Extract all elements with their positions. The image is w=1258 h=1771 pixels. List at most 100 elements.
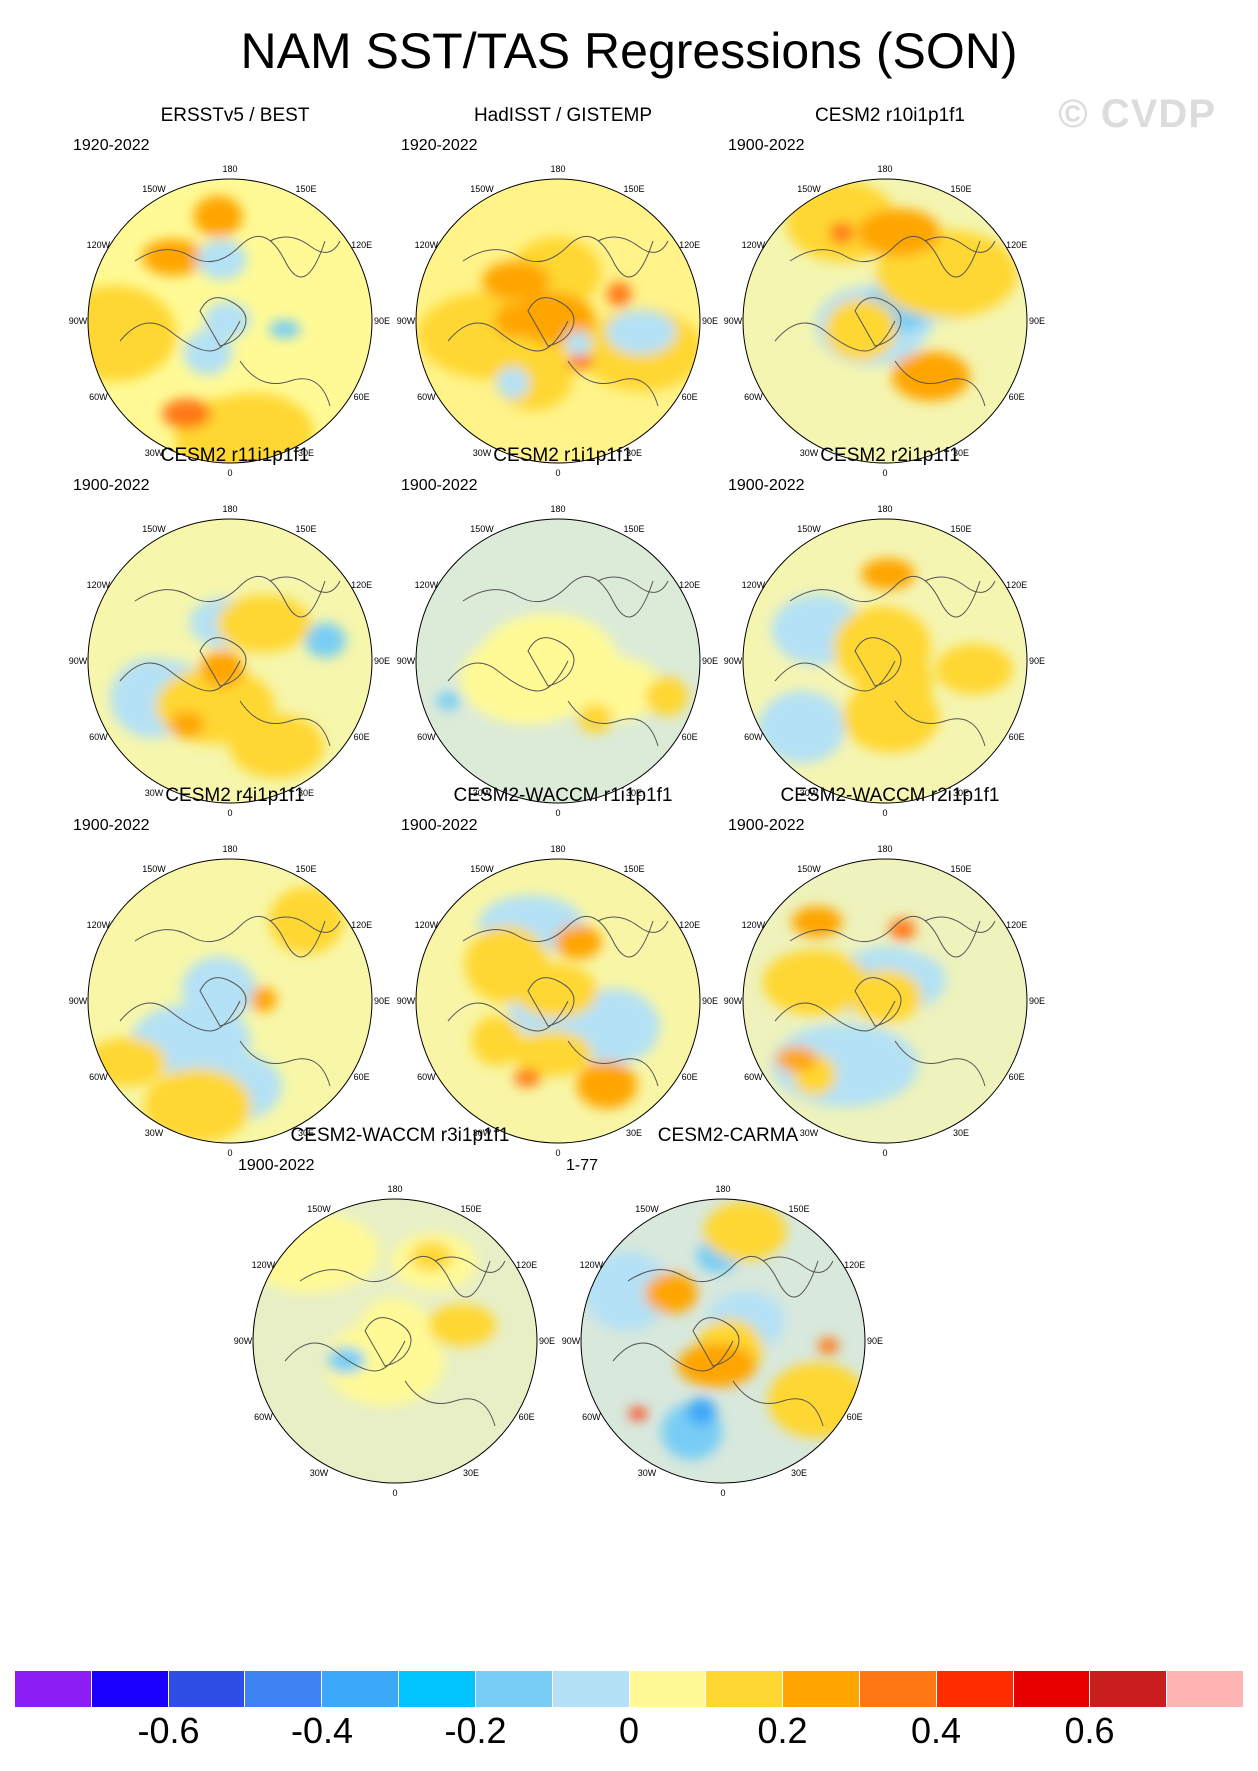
longitude-label: 30E (952, 1127, 970, 1138)
longitude-label: 120W (741, 240, 766, 250)
longitude-label: 120E (1006, 920, 1028, 930)
colorbar-cell (91, 1671, 169, 1707)
longitude-label: 180 (877, 504, 893, 514)
longitude-label: 60E (846, 1412, 863, 1422)
longitude-label: 60W (89, 1072, 108, 1082)
longitude-label: 0 (392, 1488, 398, 1498)
colorbar-cell (1013, 1671, 1091, 1707)
longitude-label: 30W (637, 1467, 657, 1478)
longitude-label: 30E (297, 1127, 315, 1138)
coastlines (447, 236, 669, 407)
longitude-label: 90E (373, 316, 391, 326)
coastlines (119, 916, 341, 1087)
map-field-anomalies (88, 886, 345, 1143)
figure-title: NAM SST/TAS Regressions (SON) (240, 23, 1018, 79)
longitude-label: 90W (561, 1336, 581, 1346)
coastlines (119, 236, 341, 407)
longitude-label: 60E (518, 1412, 535, 1422)
longitude-label: 120E (1006, 580, 1028, 590)
longitude-label: 150W (797, 184, 821, 195)
longitude-label: 0 (555, 808, 561, 818)
map-field-anomalies (786, 180, 1018, 402)
coastlines (774, 916, 996, 1087)
map-panel: CESM2 r11i1p1f1 1900-2022 180 150E 120E 90E 60… (35, 445, 435, 825)
panel-title: ERSSTv5 / BEST (160, 105, 310, 126)
longitude-label: 90E (373, 996, 391, 1006)
colorbar-tick-label: 0.6 (1064, 1710, 1115, 1751)
longitude-label: 120W (741, 920, 766, 930)
longitude-label: 30E (625, 447, 643, 458)
longitude-label: 180 (222, 844, 238, 854)
longitude-label: 90W (68, 656, 88, 666)
panel-period: 1920-2022 (73, 137, 150, 154)
longitude-label: 30W (144, 1127, 164, 1138)
longitude-label: 150E (950, 864, 972, 875)
polar-map (252, 1198, 538, 1484)
longitude-label: 150E (295, 184, 317, 195)
map-field-anomalies (110, 594, 346, 779)
longitude-label: 60E (353, 392, 370, 402)
longitude-label: 30W (472, 1127, 492, 1138)
panel-title: CESM2-WACCM r1i1p1f1 (453, 785, 673, 806)
panel-period: 1900-2022 (728, 477, 805, 494)
longitude-label: 120W (414, 240, 439, 250)
longitude-label: 60E (681, 1072, 698, 1082)
longitude-label: 120W (86, 580, 111, 590)
panel-title: HadISST / GISTEMP (473, 105, 653, 126)
map-panel: CESM2 r1i1p1f1 1900-2022 180 150E 120E 90E 60E… (363, 445, 763, 825)
colorbar-cell (1090, 1671, 1168, 1707)
panel-period: 1900-2022 (401, 817, 478, 834)
map-border (742, 858, 1028, 1144)
map-field-anomalies (417, 237, 700, 411)
longitude-label: 30E (297, 447, 315, 458)
longitude-label: 30E (297, 787, 315, 798)
longitude-label: 90E (866, 1336, 884, 1346)
longitude-label: 180 (715, 1184, 731, 1194)
colorbar-tick-label: 0 (618, 1710, 640, 1751)
longitude-label: 90E (373, 656, 391, 666)
longitude-label: 120W (579, 1260, 604, 1270)
longitude-label: 60E (681, 732, 698, 742)
polar-map (87, 858, 373, 1144)
longitude-label: 60W (744, 732, 763, 742)
longitude-label: 30W (799, 1127, 819, 1138)
longitude-label: 0 (882, 1148, 888, 1158)
longitude-label: 90E (701, 996, 719, 1006)
longitude-label: 150E (623, 864, 645, 875)
longitude-label: 150W (142, 524, 166, 535)
longitude-label: 60W (89, 732, 108, 742)
longitude-label: 60W (417, 1072, 436, 1082)
colorbar-cell (399, 1671, 476, 1707)
longitude-label: 120E (844, 1260, 866, 1270)
colorbar-cell (859, 1671, 937, 1707)
map-border (87, 858, 373, 1144)
colorbar-cell (552, 1671, 630, 1707)
longitude-label: 120E (679, 240, 701, 250)
longitude-label: 150W (142, 184, 166, 195)
longitude-label: 120E (351, 920, 373, 930)
longitude-label: 120E (351, 580, 373, 590)
longitude-label: 120E (679, 580, 701, 590)
map-border (87, 178, 373, 464)
map-panel: CESM2-WACCM r3i1p1f1 1900-2022 180 150E 120E… (200, 1125, 600, 1505)
coastlines (612, 1256, 834, 1427)
polar-map (742, 518, 1028, 804)
longitude-label: 90E (1028, 656, 1046, 666)
longitude-label: 90W (68, 996, 88, 1006)
longitude-label: 120W (414, 580, 439, 590)
longitude-label: 0 (882, 468, 888, 478)
longitude-label: 90E (701, 656, 719, 666)
longitude-label: 150E (950, 524, 972, 535)
panel-period: 1900-2022 (728, 817, 805, 834)
longitude-label: 30W (799, 787, 819, 798)
longitude-label: 150E (623, 524, 645, 535)
polar-map (415, 178, 701, 464)
panel-title: CESM2-WACCM r3i1p1f1 (290, 1125, 510, 1146)
polar-map (580, 1198, 866, 1484)
longitude-label: 120W (86, 920, 111, 930)
map-border (742, 518, 1028, 804)
longitude-label: 0 (555, 468, 561, 478)
map-panel: CESM2-WACCM r2i1p1f1 1900-2022 180 150E 120E… (690, 785, 1090, 1165)
colorbar-tick-label: -0.6 (137, 1710, 200, 1751)
map-border (415, 518, 701, 804)
